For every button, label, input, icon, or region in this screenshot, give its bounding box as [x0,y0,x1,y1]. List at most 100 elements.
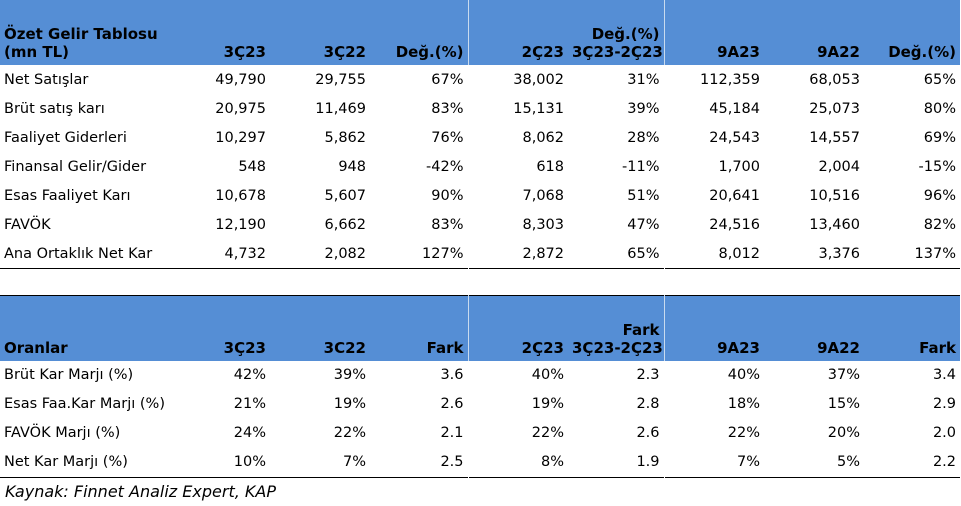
table-cell: 7% [342,454,366,470]
table-cell: 83% [431,100,464,117]
table-cell: 15,131 [467,94,568,123]
table-cell: 29,755 [315,71,366,88]
table-cell: 10,516 [809,187,860,204]
table-row: Net Kar Marjı (%) 10% 7% 2.5 8% 1.9 7% 5% 2.2 [0,447,960,477]
table-row: Net Satışlar 49,790 29,755 67% 38,002 31% 112,… [0,65,960,94]
ratios-table: Oranlar 3Ç23 3C22 Fark 2Ç23 Fark 3Ç23-2Ç… [0,295,960,478]
col-header: 9A22 [817,43,860,61]
table-cell: 10,678 [215,187,266,204]
table-cell: 548 [238,158,266,175]
table-title: Özet Gelir Tablosu (mn TL) [4,25,158,61]
row-label: Esas Faaliyet Karı [4,187,131,204]
row-label: Esas Faa.Kar Marjı (%) [4,396,165,412]
table-cell: 18% [663,389,764,419]
table-cell: 948 [338,158,366,175]
row-label: Net Satışlar [4,71,89,88]
col-header: 3Ç22 [323,43,366,61]
table-cell: 76% [431,129,464,146]
table-cell: 5% [836,454,860,470]
row-label: Brüt Kar Marjı (%) [4,367,134,383]
table-cell: 12,190 [215,216,266,233]
table-cell: 8,012 [663,239,764,269]
table-cell: 8,303 [467,210,568,239]
row-label: Ana Ortaklık Net Kar [4,245,153,262]
table-cell: 96% [923,187,956,204]
table-cell: 19% [333,396,366,412]
table-cell: -15% [918,158,956,175]
row-label: FAVÖK Marjı (%) [4,425,121,441]
table-cell: 20,975 [215,100,266,117]
row-label: FAVÖK [4,216,51,233]
row-label: Finansal Gelir/Gider [4,158,147,175]
table-row: Brüt satış karı 20,975 11,469 83% 15,131 39% 4… [0,94,960,123]
table-header-row: Oranlar 3Ç23 3C22 Fark 2Ç23 Fark 3Ç23-2Ç… [0,295,960,361]
table-row: Ana Ortaklık Net Kar 4,732 2,082 127% 2,872 6… [0,239,960,269]
table-cell: 8,062 [467,123,568,152]
table-cell: 39% [627,100,660,117]
col-header: Fark 3Ç23-2Ç23 [572,320,663,357]
source-note: Kaynak: Finnet Analiz Expert, KAP [5,482,276,501]
table-header-row: Özet Gelir Tablosu (mn TL) 3Ç23 3Ç22 Değ… [0,0,960,65]
table-cell: 22% [663,418,764,448]
table-cell: 37% [827,367,860,383]
table-cell: 7,068 [467,181,568,210]
table-row: Esas Faa.Kar Marjı (%) 21% 19% 2.6 19% 2.8 18%… [0,389,960,419]
col-header: Değ.(%) [395,43,464,61]
income-statement-table: Özet Gelir Tablosu (mn TL) 3Ç23 3Ç22 Değ… [0,0,960,269]
table-cell: 40% [467,360,568,390]
table-cell: 21% [233,396,266,412]
table-cell: 15% [827,396,860,412]
table-cell: 5,862 [324,129,366,146]
table-cell: 2.2 [932,454,956,470]
table-cell: 2.6 [636,425,660,441]
table-cell: 90% [431,187,464,204]
col-header: 2Ç23 [467,0,568,65]
col-header: Fark [426,338,464,357]
col-header: 9A22 [817,338,860,357]
col-header: 2Ç23 [467,295,568,361]
table-cell: -11% [622,158,660,175]
table-cell: 49,790 [215,71,266,88]
table-cell: 10% [233,454,266,470]
table-cell: 14,557 [809,129,860,146]
table-cell: 22% [333,425,366,441]
table-cell: 2,872 [467,239,568,269]
table-cell: 2,082 [324,245,366,262]
table-cell: 2.8 [636,396,660,412]
col-header: 3Ç23 [223,338,266,357]
table-cell: 69% [923,129,956,146]
table-cell: 618 [467,152,568,181]
table-cell: 28% [627,129,660,146]
table-cell: 3,376 [818,245,860,262]
table-cell: 6,662 [324,216,366,233]
table-cell: 2.5 [440,454,464,470]
row-label: Brüt satış karı [4,100,105,117]
table-cell: 4,732 [224,245,266,262]
table-cell: 24% [233,425,266,441]
table-cell: 2.6 [440,396,464,412]
table-cell: 112,359 [663,65,764,94]
table-cell: 68,053 [809,71,860,88]
table-cell: 19% [467,389,568,419]
table-cell: 22% [467,418,568,448]
table-row: FAVÖK Marjı (%) 24% 22% 2.1 22% 2.6 22% 20% 2.0 [0,418,960,448]
table-cell: 39% [333,367,366,383]
table-cell: 127% [422,245,464,262]
table-cell: 7% [663,447,764,477]
table-row: Esas Faaliyet Karı 10,678 5,607 90% 7,068 51%… [0,181,960,210]
table-cell: 38,002 [467,65,568,94]
table-cell: 65% [923,71,956,88]
table-cell: 3.4 [932,367,956,383]
table-cell: 65% [627,245,660,262]
col-header: 3Ç23 [223,43,266,61]
table-cell: 82% [923,216,956,233]
table-row: Brüt Kar Marjı (%) 42% 39% 3.6 40% 2.3 40% 37% 3… [0,360,960,390]
table-cell: 1.9 [636,454,660,470]
col-header: 9A23 [663,0,764,65]
table-row: Finansal Gelir/Gider 548 948 -42% 618 -11% 1,7… [0,152,960,181]
table-cell: 11,469 [315,100,366,117]
table-cell: 10,297 [215,129,266,146]
col-header: Fark [919,338,956,357]
row-label: Faaliyet Giderleri [4,129,127,146]
table-cell: 51% [627,187,660,204]
